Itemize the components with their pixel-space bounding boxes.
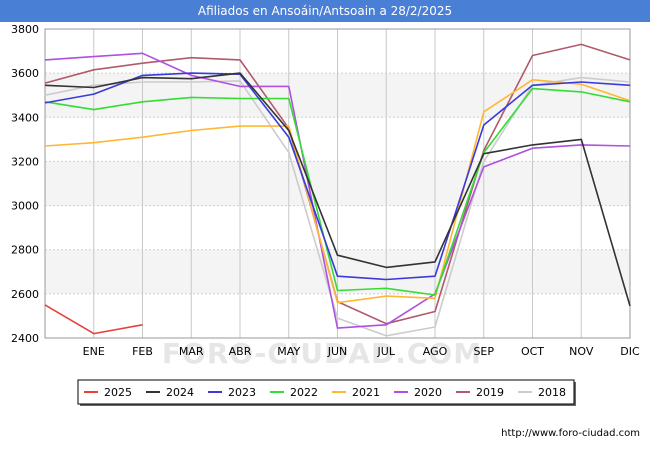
series-line-2025: [44, 304, 143, 335]
x-tick-label: OCT: [521, 345, 544, 358]
legend-label-2021: 2021: [352, 386, 380, 399]
line-chart: FORO-CIUDAD.COM 2400 2600 2800 3000 3200 3400…: [11, 23, 640, 406]
legend-label-2020: 2020: [414, 386, 442, 399]
chart-title: Afiliados en Ansoáin/Antsoain a 28/2/202…: [197, 4, 453, 18]
x-tick-label: MAY: [277, 345, 300, 358]
y-tick-label: 3200: [11, 155, 39, 168]
y-tick-label: 3400: [11, 111, 39, 124]
legend-label-2022: 2022: [290, 386, 318, 399]
x-tick-label: MAR: [179, 345, 204, 358]
source-url[interactable]: http://www.foro-ciudad.com: [501, 428, 640, 439]
series-line-2022: [44, 87, 631, 296]
y-tick-label: 2400: [11, 332, 39, 345]
legend-label-2023: 2023: [228, 386, 256, 399]
series-line-2021: [44, 79, 631, 304]
legend-label-2018: 2018: [538, 386, 566, 399]
series-lines: [44, 43, 631, 337]
x-tick-label: ENE: [83, 345, 105, 358]
y-tick-label: 3000: [11, 200, 39, 213]
watermark: FORO-CIUDAD.COM: [162, 337, 482, 370]
y-tick-label: 3800: [11, 23, 39, 36]
y-tick-label: 2800: [11, 244, 39, 257]
x-tick-label: JUN: [327, 345, 348, 358]
legend: 2025 2024 2023 2022 2021 2020 2019 2018: [77, 379, 576, 406]
series-line-2024: [44, 72, 631, 307]
legend-label-2024: 2024: [166, 386, 194, 399]
x-tick-label: DIC: [620, 345, 640, 358]
series-line-2020: [44, 52, 631, 329]
x-tick-label: FEB: [132, 345, 153, 358]
x-tick-label: SEP: [473, 345, 494, 358]
x-tick-label: NOV: [569, 345, 594, 358]
legend-label-2025: 2025: [104, 386, 132, 399]
chart-header: [0, 0, 650, 22]
x-tick-label: AGO: [423, 345, 448, 358]
plot-border: [44, 28, 631, 339]
x-tick-label: ABR: [229, 345, 252, 358]
y-tick-label: 3600: [11, 67, 39, 80]
series-line-2023: [44, 72, 631, 281]
legend-label-2019: 2019: [476, 386, 504, 399]
legend-box: [77, 379, 575, 405]
x-tick-label: JUL: [377, 345, 396, 358]
y-tick-label: 2600: [11, 288, 39, 301]
axes: 2400 2600 2800 3000 3200 3400 3600 3800 ENE FEB MA…: [11, 23, 640, 358]
